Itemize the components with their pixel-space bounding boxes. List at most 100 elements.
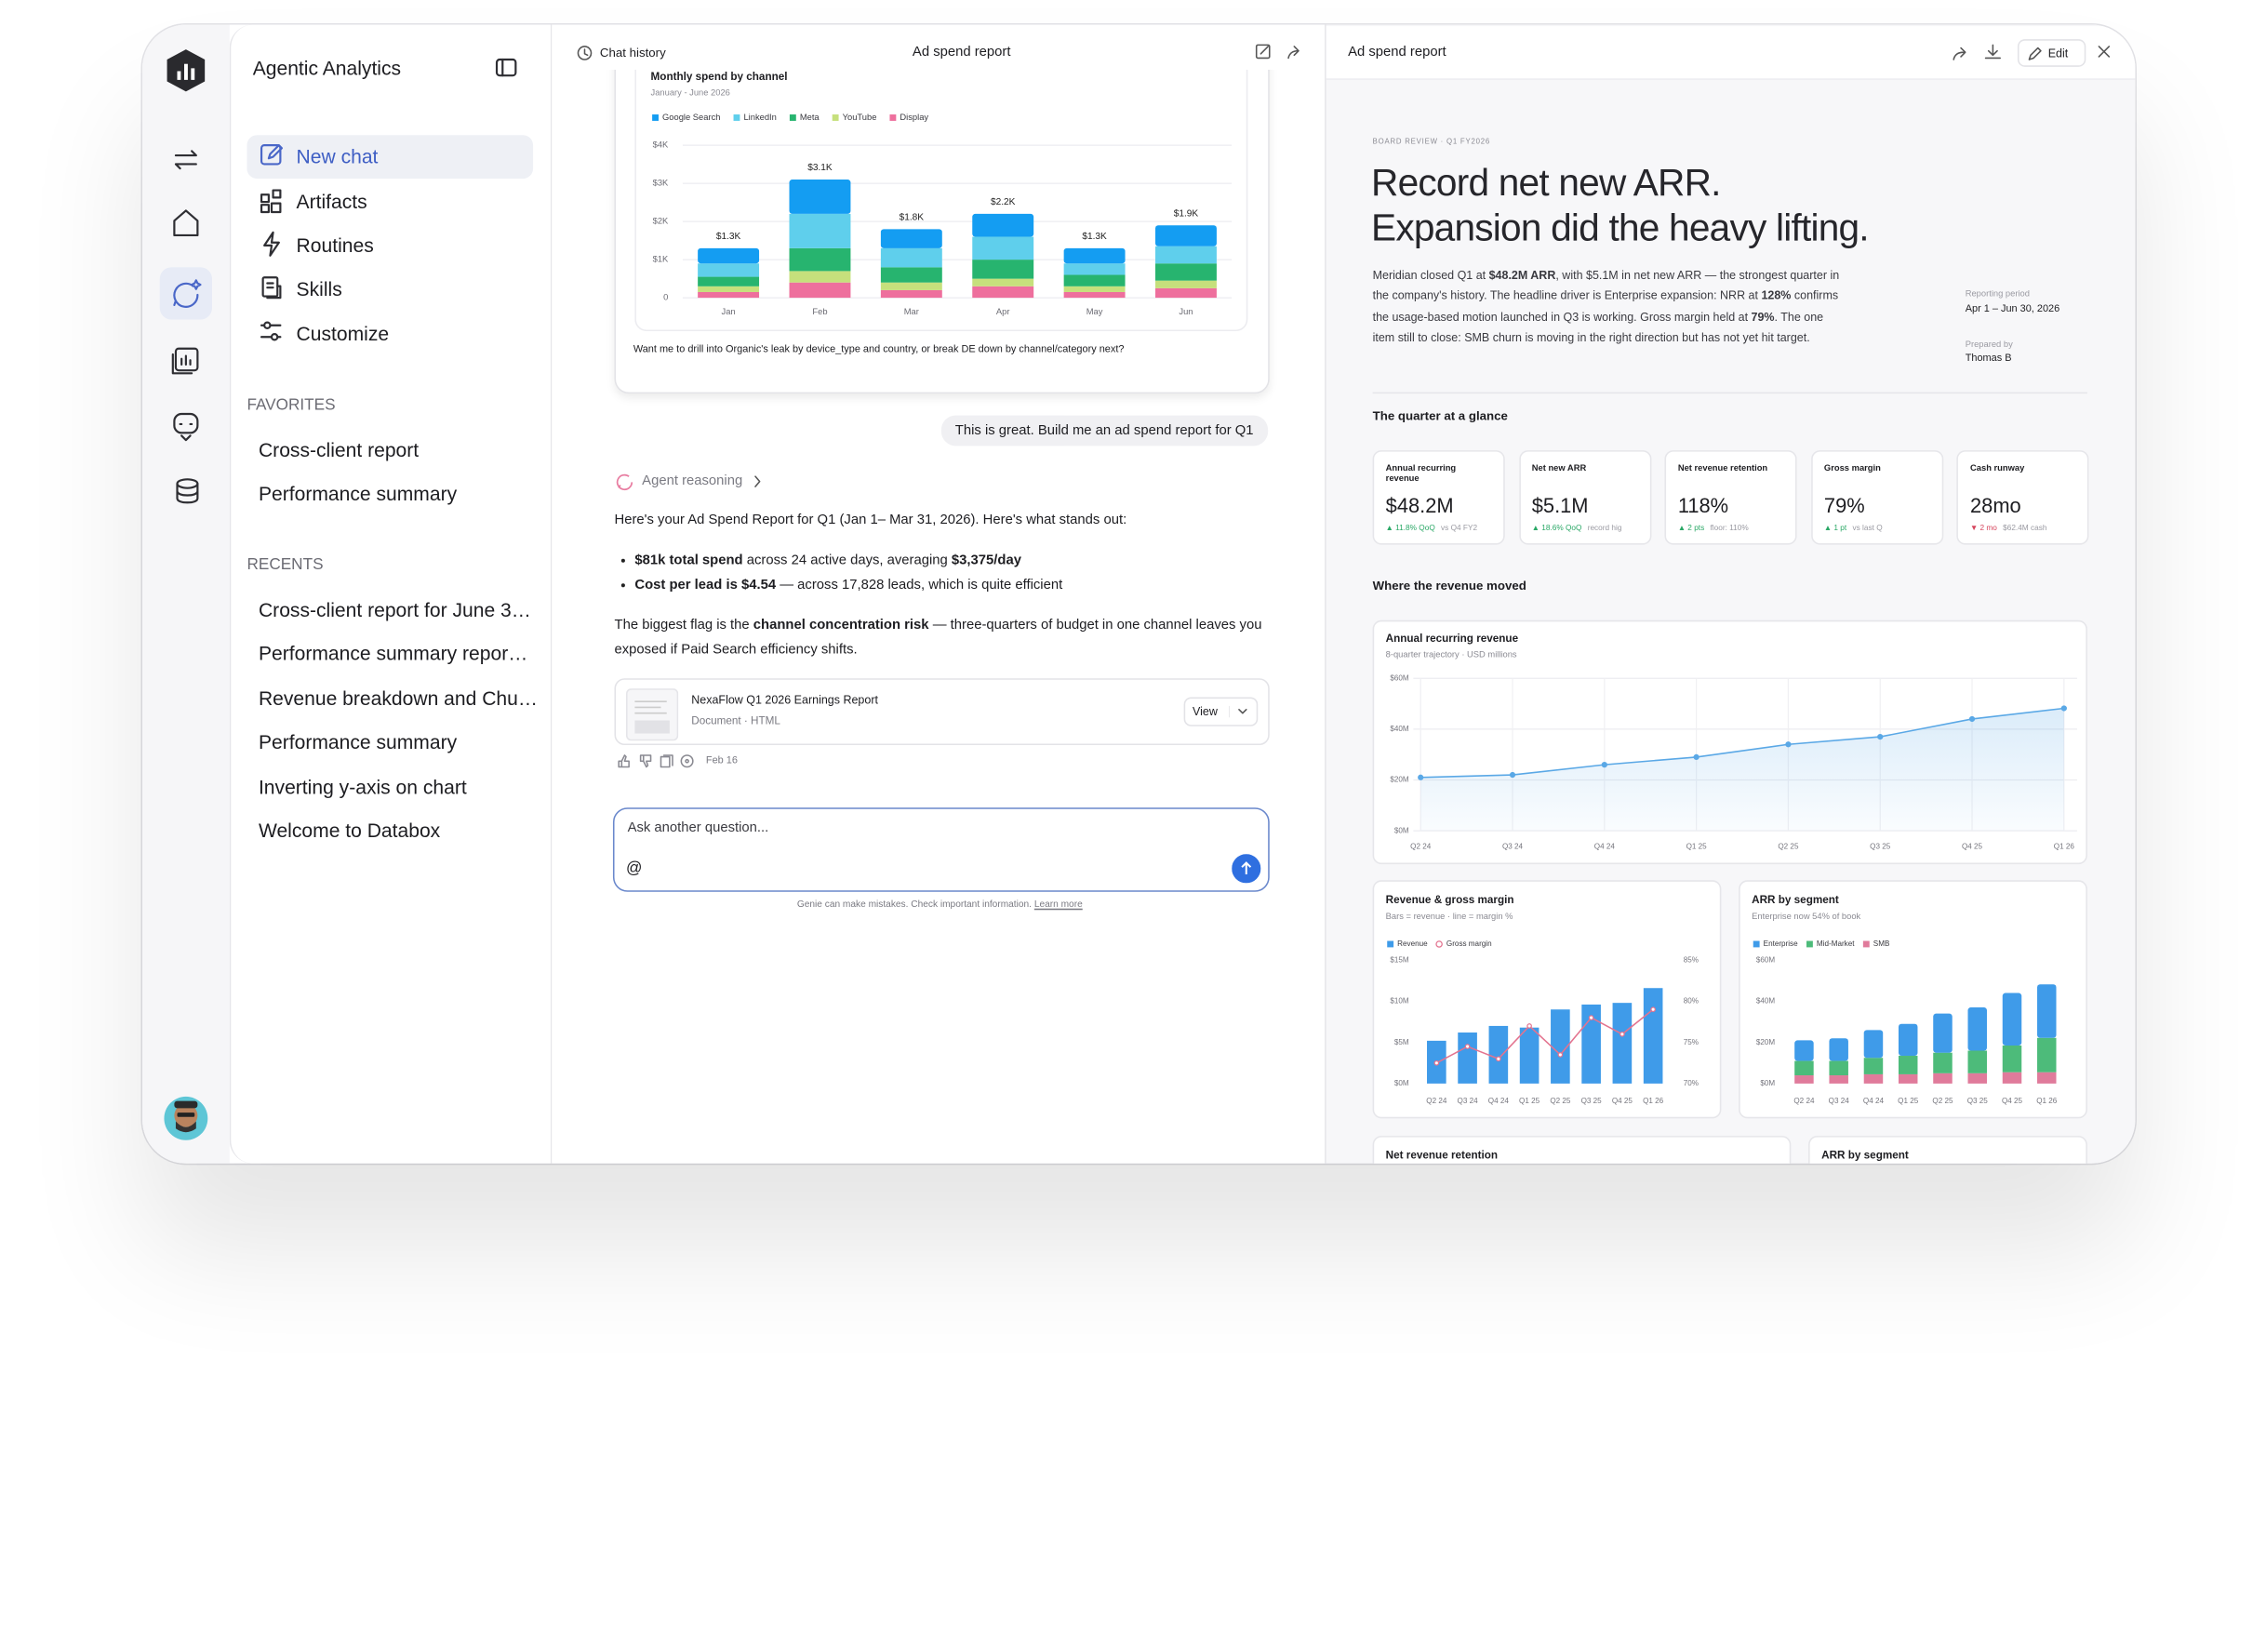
bar-segment xyxy=(698,263,760,277)
recent-item[interactable]: Performance summary repor… xyxy=(258,642,528,665)
close-icon[interactable] xyxy=(2098,46,2111,58)
bar-segment xyxy=(1155,225,1217,246)
point xyxy=(1785,741,1792,748)
bar-segment xyxy=(789,247,851,272)
routines-icon xyxy=(263,231,280,257)
new-chat-icon xyxy=(260,144,284,166)
nav-item[interactable]: Routines xyxy=(296,234,374,257)
bullet-item: $81k total spend across 24 active days, … xyxy=(634,553,1021,568)
x-tick-label: Q3 24 xyxy=(1458,1097,1479,1105)
chart-title: ARR by segment xyxy=(1752,894,1839,906)
bullet xyxy=(620,583,625,588)
x-tick-label: Q3 24 xyxy=(1829,1097,1850,1105)
nav-item[interactable]: Artifacts xyxy=(296,191,367,213)
thumbs-up[interactable] xyxy=(618,754,630,768)
bar-segment xyxy=(880,229,942,248)
kpi-note: record hig xyxy=(1587,524,1622,534)
toggle-icon[interactable] xyxy=(174,150,197,170)
text: , with $5.1M in net new ARR — the strong… xyxy=(1372,268,1840,303)
recent-item[interactable]: Performance summary xyxy=(258,731,458,753)
bar-segment xyxy=(1155,246,1217,264)
input-placeholder[interactable]: Ask another question... xyxy=(627,819,769,836)
mention-button[interactable]: @ xyxy=(626,859,643,878)
bar-segment xyxy=(698,291,760,299)
collapse-icon xyxy=(495,58,517,77)
bar-segment xyxy=(1829,1038,1848,1061)
thumbs-down[interactable] xyxy=(639,754,652,768)
chat-icon[interactable] xyxy=(173,279,202,308)
reasoning-label[interactable]: Agent reasoning xyxy=(642,473,743,489)
chart-card xyxy=(614,43,1270,394)
legend-swatch xyxy=(832,114,839,121)
chevron[interactable] xyxy=(754,475,761,487)
x-tick-label: Q1 26 xyxy=(2036,1097,2058,1105)
bar xyxy=(1458,1032,1477,1084)
y-tick-label: $0M xyxy=(1394,826,1409,834)
favorite-item[interactable]: Cross-client report xyxy=(258,439,420,461)
nav-item[interactable]: Customize xyxy=(296,323,390,345)
point xyxy=(1418,774,1424,780)
bar-segment xyxy=(698,286,760,292)
nav-item[interactable]: Skills xyxy=(296,278,342,300)
icon-rail xyxy=(142,24,230,1164)
learn-more[interactable]: Learn more xyxy=(1033,899,1083,911)
legend-swatch xyxy=(789,114,796,121)
bar-segment xyxy=(1829,1060,1848,1076)
headline: Expansion did the heavy lifting. xyxy=(1371,205,1870,249)
collapse-sidebar[interactable] xyxy=(495,58,518,78)
edit-button[interactable] xyxy=(2017,39,2086,67)
more-icon[interactable] xyxy=(680,754,694,768)
chat-header xyxy=(553,26,1324,70)
bar-segment xyxy=(1863,1058,1884,1074)
agent-icon[interactable] xyxy=(173,412,199,442)
view-button[interactable] xyxy=(1183,697,1259,726)
chart-title: Revenue & gross margin xyxy=(1386,894,1514,906)
share-icon[interactable] xyxy=(1287,46,1300,60)
data-icon[interactable] xyxy=(176,478,199,504)
reasoning-icon xyxy=(616,473,633,491)
x-tick-label: Q1 26 xyxy=(1643,1097,1664,1105)
view-menu[interactable] xyxy=(1229,705,1252,718)
logo-bar xyxy=(191,68,195,80)
legend-label: SMB xyxy=(1873,939,1890,948)
section-heading: RECENTS xyxy=(247,556,324,574)
bar-segment xyxy=(1898,1056,1918,1074)
legend-label: Gross margin xyxy=(1446,939,1492,948)
favorite-item[interactable]: Performance summary xyxy=(258,483,458,505)
edit-icon xyxy=(2028,47,2042,60)
edit-icon[interactable] xyxy=(1255,44,1271,60)
view-label[interactable]: View xyxy=(1192,705,1218,719)
bold-text: $3,375/day xyxy=(951,553,1022,569)
app-title: Agentic Analytics xyxy=(252,57,402,80)
recent-item[interactable]: Revenue breakdown and Chu… xyxy=(258,687,538,710)
recent-item[interactable]: Welcome to Databox xyxy=(258,819,441,842)
chat-history[interactable]: Chat history xyxy=(599,45,666,60)
pencil xyxy=(2028,47,2042,60)
edit-label[interactable]: Edit xyxy=(2047,46,2069,60)
nav-item[interactable]: New chat xyxy=(296,145,379,168)
x-tick-label: Feb xyxy=(812,307,827,316)
chat-actions xyxy=(1255,44,1300,60)
legend-swatch xyxy=(1753,940,1760,948)
section-heading: The quarter at a glance xyxy=(1372,407,1508,423)
point xyxy=(1877,733,1884,740)
headline: Record net new ARR. xyxy=(1371,160,1721,205)
download-icon[interactable] xyxy=(1984,44,2001,60)
point xyxy=(1433,1059,1440,1066)
recent-item[interactable]: Cross-client report for June 3… xyxy=(258,599,531,621)
chat-input[interactable] xyxy=(612,807,1270,892)
reasoning-icons xyxy=(616,473,761,491)
point xyxy=(1509,771,1516,779)
copy-icon[interactable] xyxy=(660,754,673,768)
home-icon[interactable] xyxy=(173,209,199,237)
recent-item[interactable]: Inverting y-axis on chart xyxy=(258,776,467,799)
x-tick-label: Apr xyxy=(996,307,1010,316)
legend-swatch xyxy=(1862,940,1870,948)
send-button[interactable] xyxy=(1232,854,1261,884)
reports-icon[interactable] xyxy=(171,347,199,375)
attachment-card[interactable] xyxy=(614,678,1270,746)
y-tick-label: $20M xyxy=(1756,1038,1776,1046)
attachment-thumb xyxy=(626,688,679,741)
share-icon[interactable] xyxy=(1953,47,1966,60)
